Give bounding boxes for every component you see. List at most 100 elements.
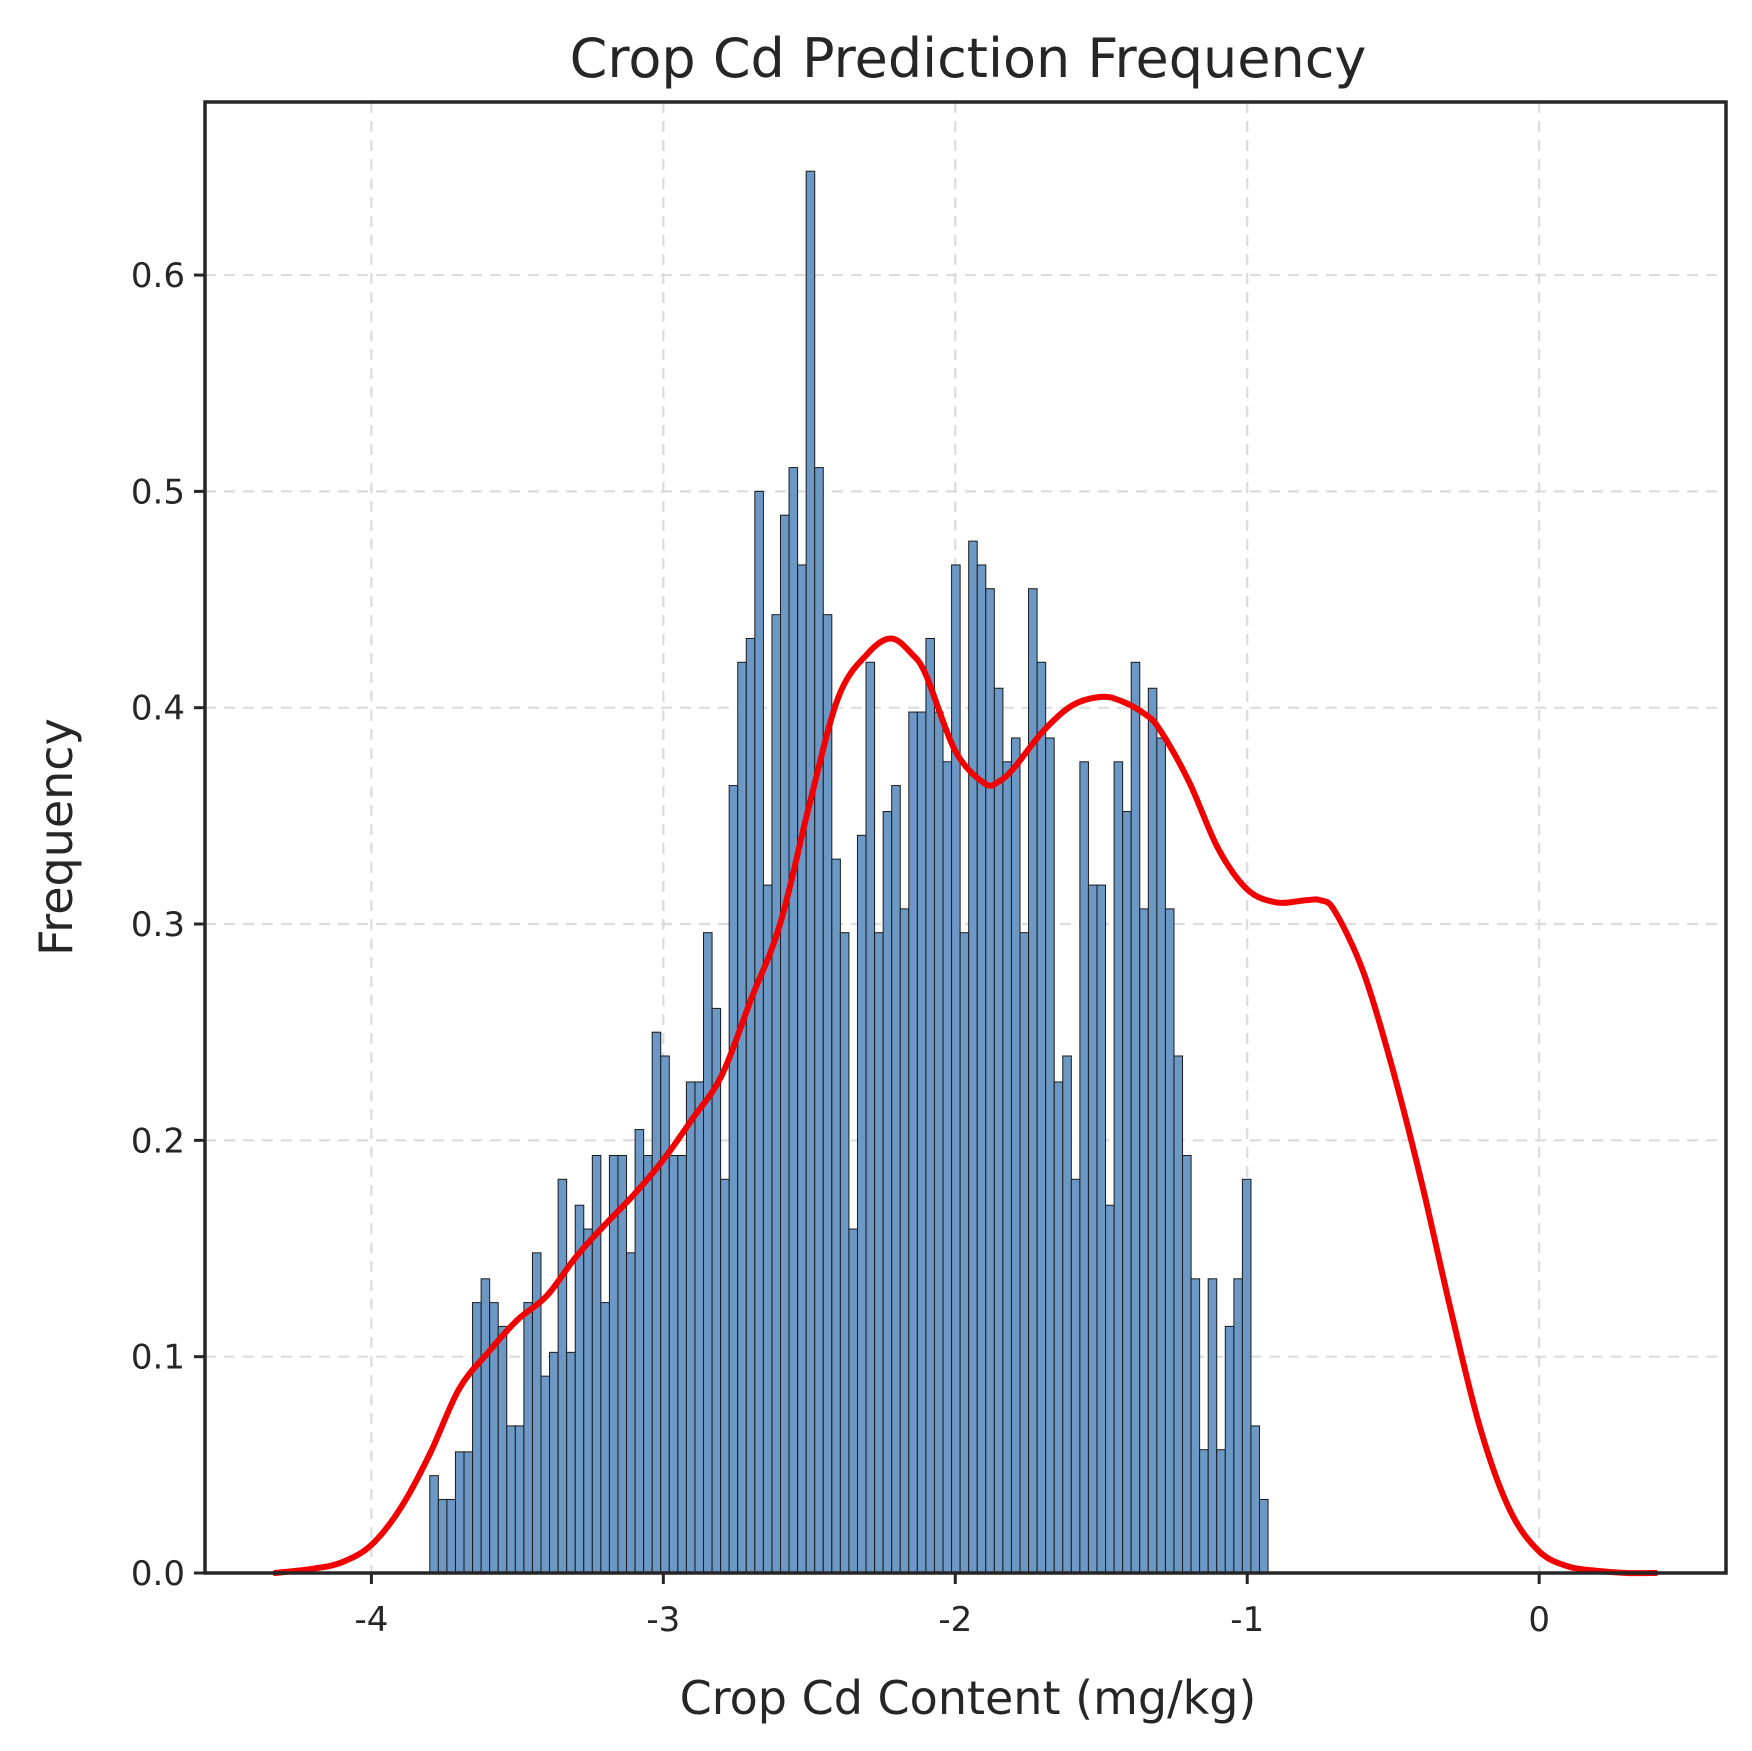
histogram-bar — [779, 514, 790, 1574]
histogram-bar — [591, 1154, 602, 1574]
histogram-bar — [1147, 687, 1158, 1574]
histogram-bar — [523, 1302, 533, 1574]
histogram-bar — [839, 932, 850, 1574]
x-tick-label: -2 — [938, 1600, 972, 1640]
histogram-bar — [1207, 1278, 1218, 1574]
histogram-bar — [1062, 1055, 1072, 1574]
histogram-bar — [951, 564, 961, 1574]
histogram-bar — [1079, 761, 1089, 1574]
histogram-bar — [1250, 1425, 1261, 1574]
histogram-bar — [1182, 1154, 1192, 1574]
y-axis-label: Frequency — [29, 718, 83, 956]
histogram-bar — [1259, 1498, 1269, 1574]
histogram-bar — [942, 761, 953, 1574]
plot-frame — [203, 100, 1728, 1575]
histogram-bar — [737, 661, 747, 1574]
histogram-bar — [1156, 737, 1166, 1574]
histogram-bar — [1199, 1449, 1209, 1574]
histogram-bar — [506, 1425, 516, 1574]
y-tick-label: 0.6 — [131, 256, 185, 296]
y-tick-label: 0.4 — [131, 689, 185, 729]
histogram-bar — [1036, 661, 1047, 1574]
histogram-bar — [540, 1375, 551, 1574]
histogram-bar — [745, 637, 756, 1574]
histogram-bar — [771, 614, 781, 1574]
histogram-bar — [848, 1228, 858, 1574]
histogram-bar — [617, 1154, 628, 1574]
x-tick-label: -1 — [1230, 1600, 1264, 1640]
histogram-bar — [1164, 908, 1175, 1574]
histogram-bar — [446, 1498, 456, 1574]
histogram-bar — [472, 1302, 482, 1574]
histogram-bar — [1130, 661, 1141, 1574]
histogram-bar — [797, 564, 807, 1574]
histogram-bar — [1096, 884, 1107, 1574]
histogram-bar — [549, 1351, 559, 1574]
histogram-bar — [1216, 1449, 1226, 1574]
histogram-bar — [1070, 1178, 1081, 1574]
histogram-bar — [703, 932, 713, 1574]
histogram-bar — [497, 1325, 508, 1574]
histogram-bar — [993, 687, 1004, 1574]
histogram-bar — [454, 1451, 465, 1574]
histogram-bar — [933, 711, 944, 1574]
histogram-bar — [762, 884, 773, 1574]
x-tick-label: -4 — [354, 1600, 388, 1640]
histogram-bar — [899, 908, 910, 1574]
histogram-bar — [822, 614, 833, 1574]
histogram-bar — [668, 1154, 679, 1574]
histogram-bar — [925, 637, 935, 1574]
histogram-bar — [480, 1278, 491, 1574]
histogram-bars — [429, 170, 1269, 1574]
histogram-bar — [1087, 884, 1098, 1574]
y-tick-label: 0.2 — [131, 1121, 185, 1161]
histogram-bar — [1122, 811, 1132, 1574]
x-axis-ticks: -4 -3 -2 -1 0 — [354, 1573, 1550, 1640]
kde-layer — [272, 635, 1659, 1577]
histogram-bar — [856, 834, 867, 1574]
y-tick-label: 0.1 — [131, 1338, 185, 1378]
histogram-bar — [566, 1351, 576, 1574]
y-axis-ticks: 0.0 0.1 0.2 0.3 0.4 0.5 0.6 — [131, 256, 205, 1594]
histogram-bar — [814, 467, 824, 1574]
histogram-bar — [959, 932, 970, 1574]
histogram-bar — [1105, 1204, 1115, 1574]
histogram-bar — [583, 1228, 593, 1574]
histogram-bar — [1010, 737, 1021, 1574]
histogram-bar — [831, 858, 841, 1574]
histogram-bar — [437, 1498, 448, 1574]
y-tick-label: 0.5 — [131, 472, 185, 512]
histogram-bar — [514, 1425, 525, 1574]
histogram-bar — [1139, 908, 1149, 1574]
histogram-bar — [728, 785, 739, 1574]
histogram-bar — [968, 540, 978, 1574]
histogram-bar — [626, 1252, 636, 1574]
histogram-bar — [788, 467, 799, 1574]
histogram-bar — [985, 588, 995, 1574]
histogram-bar — [882, 811, 893, 1574]
histogram-bar — [874, 932, 884, 1574]
histogram-bar — [429, 1475, 439, 1574]
x-tick-label: -3 — [646, 1600, 680, 1640]
histogram-bar — [600, 1302, 610, 1574]
histogram-bar — [754, 490, 764, 1574]
histogram-bar — [1019, 932, 1030, 1574]
histogram-bar — [805, 170, 816, 1574]
x-axis-label: Crop Cd Content (mg/kg) — [680, 1671, 1257, 1725]
histogram-bar — [916, 711, 927, 1574]
histogram-bar — [1224, 1325, 1235, 1574]
histogram-bar — [660, 1055, 670, 1574]
histogram-bar — [463, 1451, 474, 1574]
histogram-bar — [1002, 761, 1012, 1574]
histogram-bar — [1190, 1278, 1201, 1574]
histogram-bar — [1233, 1278, 1243, 1574]
histogram-bar — [720, 1178, 730, 1574]
histogram-bar — [685, 1081, 696, 1574]
histogram-bar — [865, 661, 876, 1574]
histogram-bar — [908, 711, 918, 1574]
histogram-bar — [1045, 737, 1055, 1574]
y-tick-label: 0.3 — [131, 905, 185, 945]
kde-curve — [272, 635, 1659, 1577]
x-tick-label: 0 — [1528, 1600, 1550, 1640]
